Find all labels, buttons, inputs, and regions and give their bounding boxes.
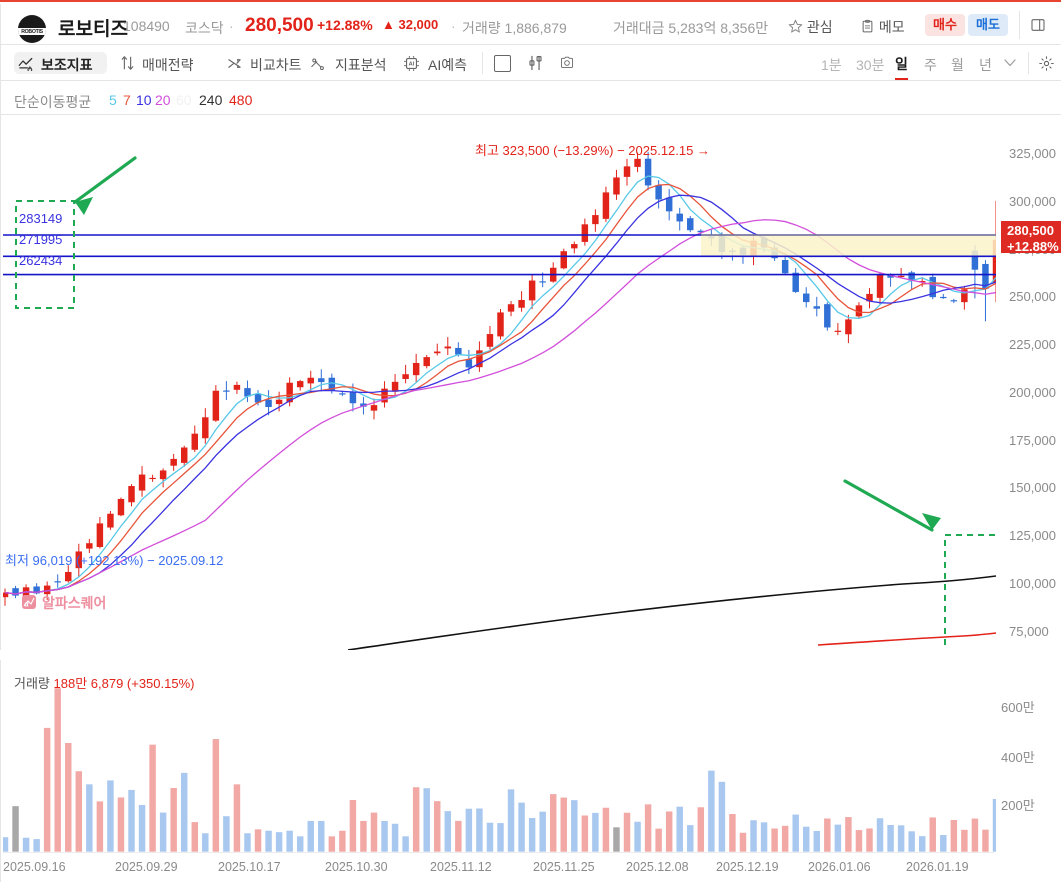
svg-text:283149: 283149 [19,211,62,226]
svg-text:AI: AI [409,62,415,68]
svg-text:최고 323,500 (−13.29%) − 2025.12: 최고 323,500 (−13.29%) − 2025.12.15 → [475,143,710,158]
svg-text:271995: 271995 [19,232,62,247]
svg-text:α: α [24,602,29,609]
svg-text:최저 96,019 (+192.13%) − 2025.09: 최저 96,019 (+192.13%) − 2025.09.12 [5,553,223,568]
svg-text:262434: 262434 [19,253,62,268]
svg-text:알파스퀘어: 알파스퀘어 [42,595,106,611]
